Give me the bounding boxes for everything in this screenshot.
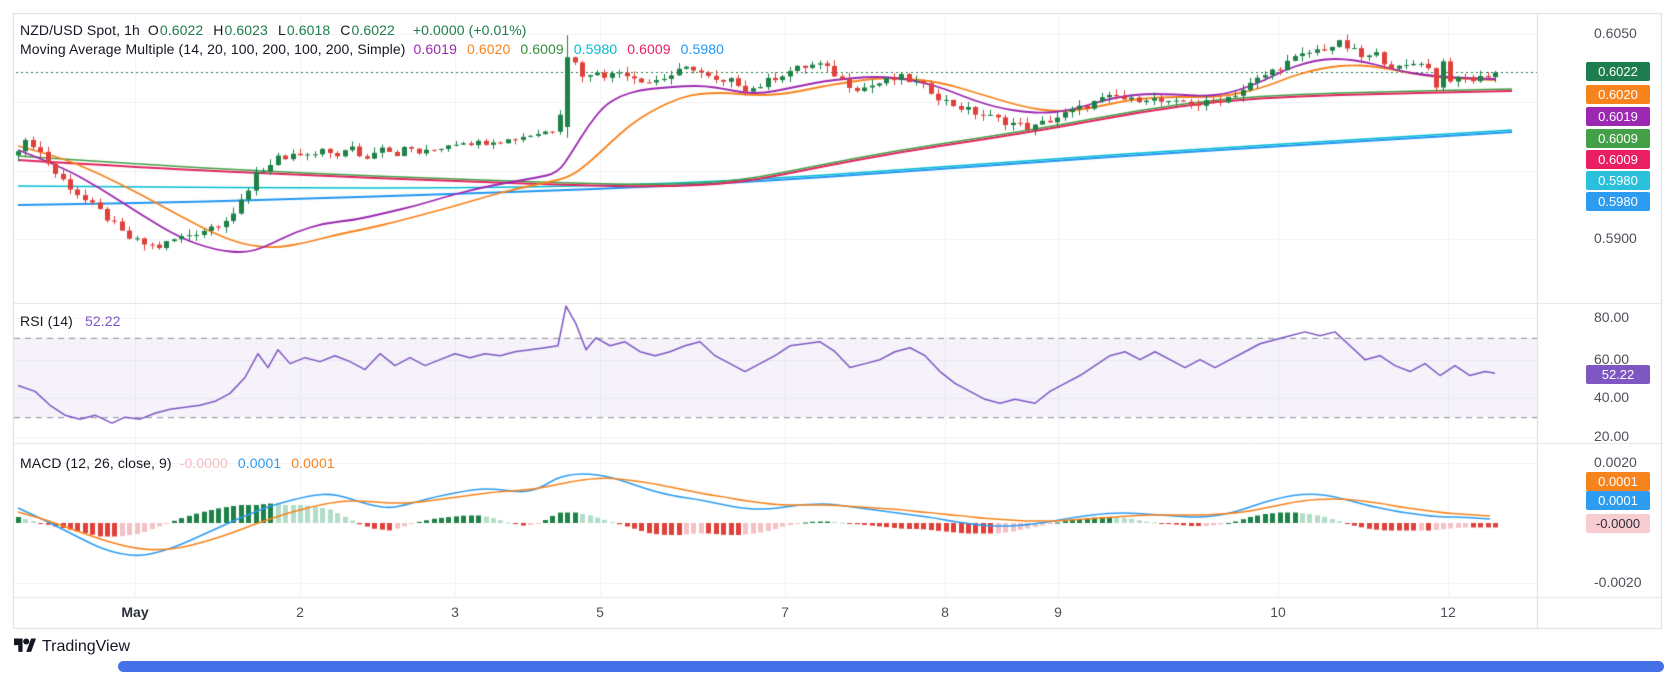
time-label-9: 9	[1054, 604, 1062, 620]
price-badge-2: 0.6019	[1586, 107, 1650, 126]
time-label-12: 12	[1440, 604, 1456, 620]
price-badge-6: 0.5980	[1586, 192, 1650, 211]
macd-axis-label-1: -0.0020	[1594, 574, 1642, 590]
ohlc-l-label: L	[277, 22, 286, 38]
ohlc-values: O0.6022 H0.6023 L0.6018 C0.6022	[148, 22, 405, 38]
time-label-May: May	[121, 604, 149, 620]
ma-indicator-label[interactable]: Moving Average Multiple (14, 20, 100, 20…	[20, 41, 406, 57]
ohlc-o-value: 0.6022	[159, 22, 204, 38]
rsi-axis-label-3: 20.00	[1594, 428, 1630, 444]
price-badge-4: 0.6009	[1586, 150, 1650, 169]
tradingview-wordmark: TradingView	[42, 638, 131, 655]
ohlc-h-label: H	[213, 22, 224, 38]
ohlc-c-label: C	[340, 22, 351, 38]
macd-value-2: 0.0001	[291, 455, 335, 471]
ohlc-o-label: O	[147, 22, 159, 38]
ma-indicator-values: 0.6019 0.6020 0.6009 0.5980 0.6009 0.5980	[414, 41, 735, 57]
price-badge-3: 0.6009	[1586, 129, 1650, 148]
macd-axis-label-0: 0.0020	[1594, 454, 1637, 470]
price-change: +0.0000 (+0.01%)	[412, 22, 527, 38]
rsi-axis-label-0: 80.00	[1594, 309, 1630, 325]
macd-badge-0: 0.0001	[1586, 472, 1650, 491]
rsi-badge: 52.22	[1586, 365, 1650, 384]
time-label-3: 3	[451, 604, 459, 620]
rsi-indicator-label[interactable]: RSI (14)	[20, 313, 73, 329]
ohlc-c-value: 0.6022	[351, 22, 395, 38]
ma-value-0: 0.6019	[413, 41, 457, 57]
ohlc-h-value: 0.6023	[224, 22, 268, 38]
rsi-indicator-value: 52.22	[84, 313, 121, 329]
ma-indicator-row: Moving Average Multiple (14, 20, 100, 20…	[20, 41, 738, 57]
symbol-ohlc-row: NZD/USD Spot, 1h O0.6022 H0.6023 L0.6018 C0…	[20, 22, 531, 38]
bottom-scrollbar[interactable]	[118, 661, 1664, 672]
time-label-8: 8	[941, 604, 949, 620]
price-badge-0: 0.6022	[1586, 62, 1650, 81]
macd-indicator-label[interactable]: MACD (12, 26, close, 9)	[20, 455, 172, 471]
time-label-10: 10	[1270, 604, 1286, 620]
macd-badge-1: 0.0001	[1586, 491, 1650, 510]
tradingview-icon	[14, 638, 36, 652]
macd-value-0: -0.0000	[179, 455, 228, 471]
ma-value-1: 0.6020	[466, 41, 511, 57]
macd-indicator-row: MACD (12, 26, close, 9) -0.0000 0.0001 0.0…	[20, 455, 349, 471]
ma-value-2: 0.6009	[520, 41, 564, 57]
tradingview-logo[interactable]: TradingView	[14, 638, 130, 656]
time-label-7: 7	[781, 604, 789, 620]
price-axis-label-1: 0.5900	[1594, 230, 1637, 246]
macd-indicator-values: -0.0000 0.0001 0.0001	[180, 455, 345, 471]
ohlc-l-value: 0.6018	[286, 22, 331, 38]
rsi-indicator-row: RSI (14) 52.22	[20, 313, 124, 329]
time-label-2: 2	[296, 604, 304, 620]
price-badge-5: 0.5980	[1586, 171, 1650, 190]
price-badge-1: 0.6020	[1586, 85, 1650, 104]
ma-value-3: 0.5980	[573, 41, 618, 57]
macd-value-1: 0.0001	[237, 455, 282, 471]
symbol-title[interactable]: NZD/USD Spot, 1h	[20, 22, 140, 38]
time-label-5: 5	[596, 604, 604, 620]
price-axis-label-0: 0.6050	[1594, 25, 1637, 41]
macd-badge-2: -0.0000	[1586, 514, 1650, 533]
ma-value-4: 0.6009	[627, 41, 671, 57]
rsi-axis-label-2: 40.00	[1594, 389, 1630, 405]
rsi-axis-label-1: 60.00	[1594, 351, 1630, 367]
ma-value-5: 0.5980	[680, 41, 725, 57]
